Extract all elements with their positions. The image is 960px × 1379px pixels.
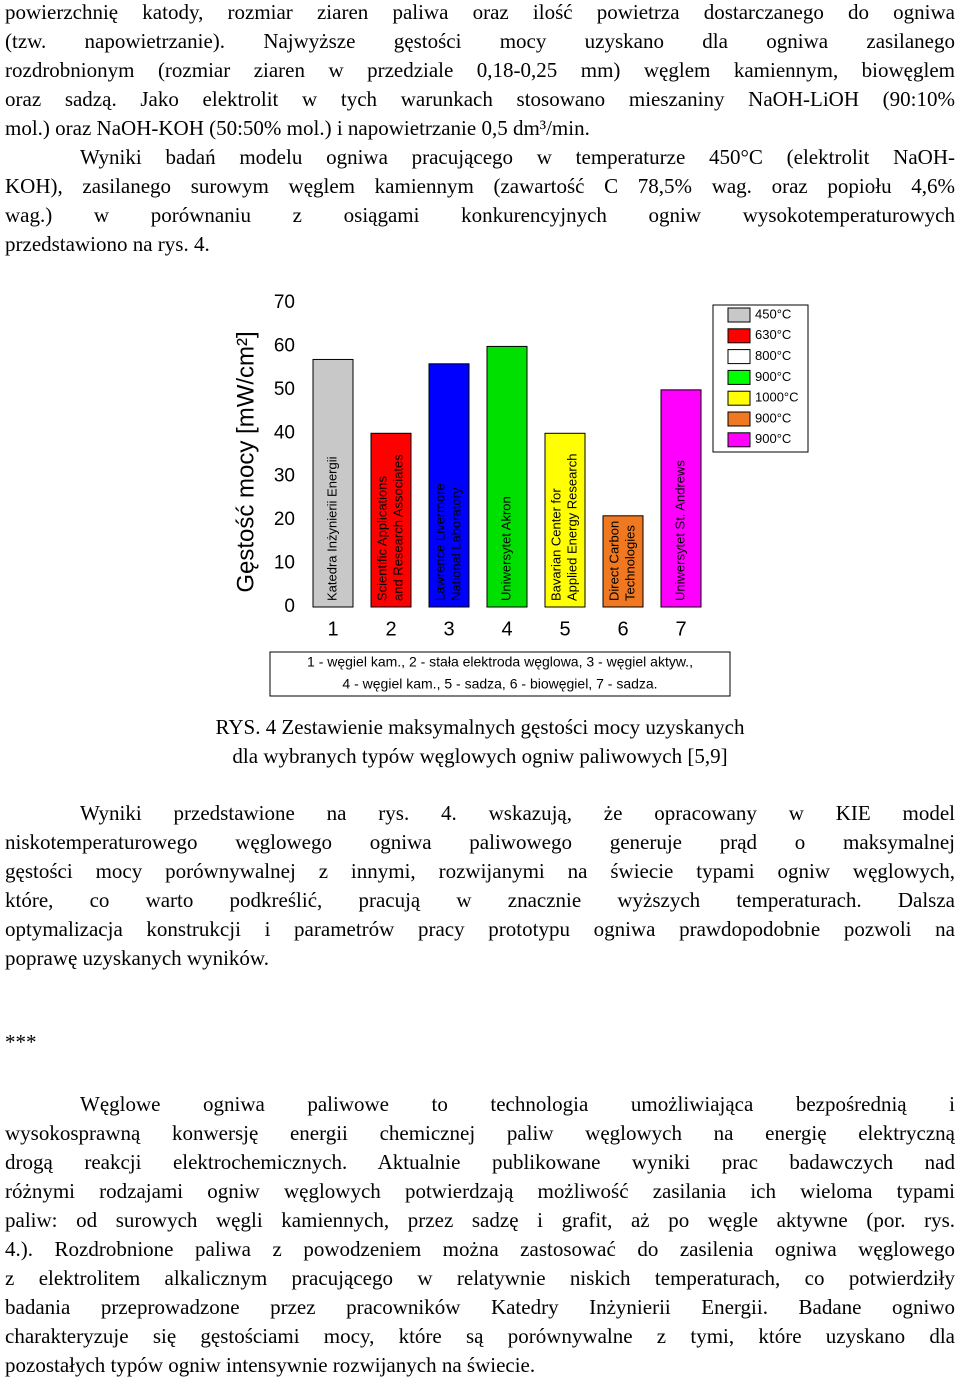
- x-tick-label: 6: [617, 618, 628, 640]
- bar-label: Applied Energy Research: [564, 454, 579, 601]
- text-line: wysokosprawną konwersję energii chemiczn…: [5, 1120, 955, 1145]
- legend-swatch: [727, 349, 751, 365]
- legend-label: 900°C: [755, 369, 791, 384]
- legend-swatch: [727, 369, 751, 385]
- bar: [486, 345, 528, 608]
- text-line: z elektrolitem alkalicznym pracującego w…: [5, 1265, 955, 1290]
- bar-label: Katedra Inżynierii Energii: [324, 456, 339, 601]
- note-box: [269, 651, 731, 697]
- caption-line: RYS. 4 Zestawienie maksymalnych gęstości…: [215, 714, 745, 739]
- text-line: powierzchnię katody, rozmiar ziaren pali…: [5, 0, 955, 24]
- caption-line: dla wybranych typów węglowych ogniw pali…: [232, 743, 728, 768]
- bar-label: Scientific Applications: [374, 475, 389, 601]
- x-tick-label: 4: [501, 618, 512, 640]
- text-line: różnymi rodzajami ogniw węglowych potwie…: [5, 1178, 955, 1203]
- x-tick-label: 5: [559, 618, 570, 640]
- x-tick-label: 1: [327, 618, 338, 640]
- note-line: 4 - węgiel kam., 5 - sadza, 6 - biowęgie…: [342, 676, 657, 692]
- y-tick-label: 60: [274, 335, 295, 356]
- legend-label: 1000°C: [755, 390, 799, 405]
- text-line: wag.) w porównaniu z osiągami konkurency…: [5, 202, 955, 227]
- text-line: badania przeprowadzone przez pracowników…: [5, 1294, 955, 1319]
- y-tick-label: 50: [274, 379, 295, 400]
- y-tick-label: 10: [274, 553, 295, 574]
- text-line: paliw: od surowych węgli kamiennych, prz…: [5, 1207, 955, 1232]
- bar-label: Technologies: [622, 525, 637, 601]
- legend-label: 630°C: [755, 327, 791, 342]
- bar: [428, 363, 470, 608]
- text-line: gęstości mocy porównywalnej z innymi, ro…: [5, 858, 955, 883]
- text-line: Wyniki przedstawione na rys. 4. wskazują…: [80, 800, 955, 825]
- text-line: charakteryzuje się gęstościami mocy, któ…: [5, 1323, 955, 1348]
- text-line: drogą reakcji elektrochemicznych. Aktual…: [5, 1149, 955, 1174]
- text-line: Węglowe ogniwa paliwowe to technologia u…: [80, 1091, 955, 1116]
- text-line: niskotemperaturowego węglowego ogniwa pa…: [5, 829, 955, 854]
- separator: ***: [5, 1029, 37, 1054]
- text-line: pozostałych typów ogniw intensywnie rozw…: [5, 1352, 536, 1377]
- text-line: optymalizacja konstrukcji i parametrów p…: [5, 916, 955, 941]
- bar-label: and Research Associates: [390, 454, 405, 601]
- legend-label: 800°C: [755, 348, 791, 363]
- legend-label: 900°C: [755, 410, 791, 425]
- y-tick-label: 70: [274, 292, 295, 313]
- legend-swatch: [727, 390, 751, 406]
- text-line: poprawę uzyskanych wyników.: [5, 945, 269, 970]
- bar-label: Lawrence Livermore: [432, 483, 447, 601]
- bar: [602, 515, 644, 608]
- y-axis-label: Gęstość mocy [mW/cm²]: [232, 331, 259, 592]
- y-tick-label: 0: [284, 596, 295, 617]
- bar-label: Direct Carbon: [606, 521, 621, 601]
- legend-swatch: [727, 328, 751, 344]
- text-line: KOH), zasilanego surowym węglem kamienny…: [5, 173, 955, 198]
- text-line: oraz sadzą. Jako elektrolit w tych warun…: [5, 86, 955, 111]
- legend-swatch: [727, 307, 751, 323]
- y-tick-label: 40: [274, 422, 295, 443]
- note-line: 1 - węgiel kam., 2 - stała elektroda węg…: [307, 654, 693, 670]
- x-tick-label: 7: [675, 618, 686, 640]
- bar: [544, 432, 586, 608]
- bar: [370, 432, 412, 608]
- bar: [660, 389, 702, 608]
- bar-label: Uniwersytet Akron: [498, 496, 513, 601]
- bar-label: Uniwersytet St. Andrews: [672, 460, 687, 601]
- y-tick-label: 20: [274, 509, 295, 530]
- legend-label: 900°C: [755, 431, 791, 446]
- text-line: Wyniki badań modelu ogniwa pracującego w…: [80, 144, 955, 169]
- text-line: które, co warto podkreślić, pracują w zn…: [5, 887, 955, 912]
- bar: [312, 358, 354, 608]
- text-line: mol.) oraz NaOH-KOH (50:50% mol.) i napo…: [5, 115, 590, 140]
- y-tick-label: 30: [274, 466, 295, 487]
- text-line: 4.). Rozdrobnione paliwa z powodzeniem m…: [5, 1236, 955, 1261]
- text-line: przedstawiono na rys. 4.: [5, 231, 210, 256]
- x-tick-label: 3: [443, 618, 454, 640]
- text-line: rozdrobnionym (rozmiar ziaren w przedzia…: [5, 57, 955, 82]
- legend-swatch: [727, 432, 751, 448]
- legend-swatch: [727, 411, 751, 427]
- text-line: (tzw. napowietrzanie). Najwyższe gęstośc…: [5, 28, 955, 53]
- bar-label: National Laboratory: [448, 487, 463, 601]
- x-tick-label: 2: [385, 618, 396, 640]
- bar-label: Bavarian Center for: [548, 488, 563, 601]
- legend-label: 450°C: [755, 306, 791, 321]
